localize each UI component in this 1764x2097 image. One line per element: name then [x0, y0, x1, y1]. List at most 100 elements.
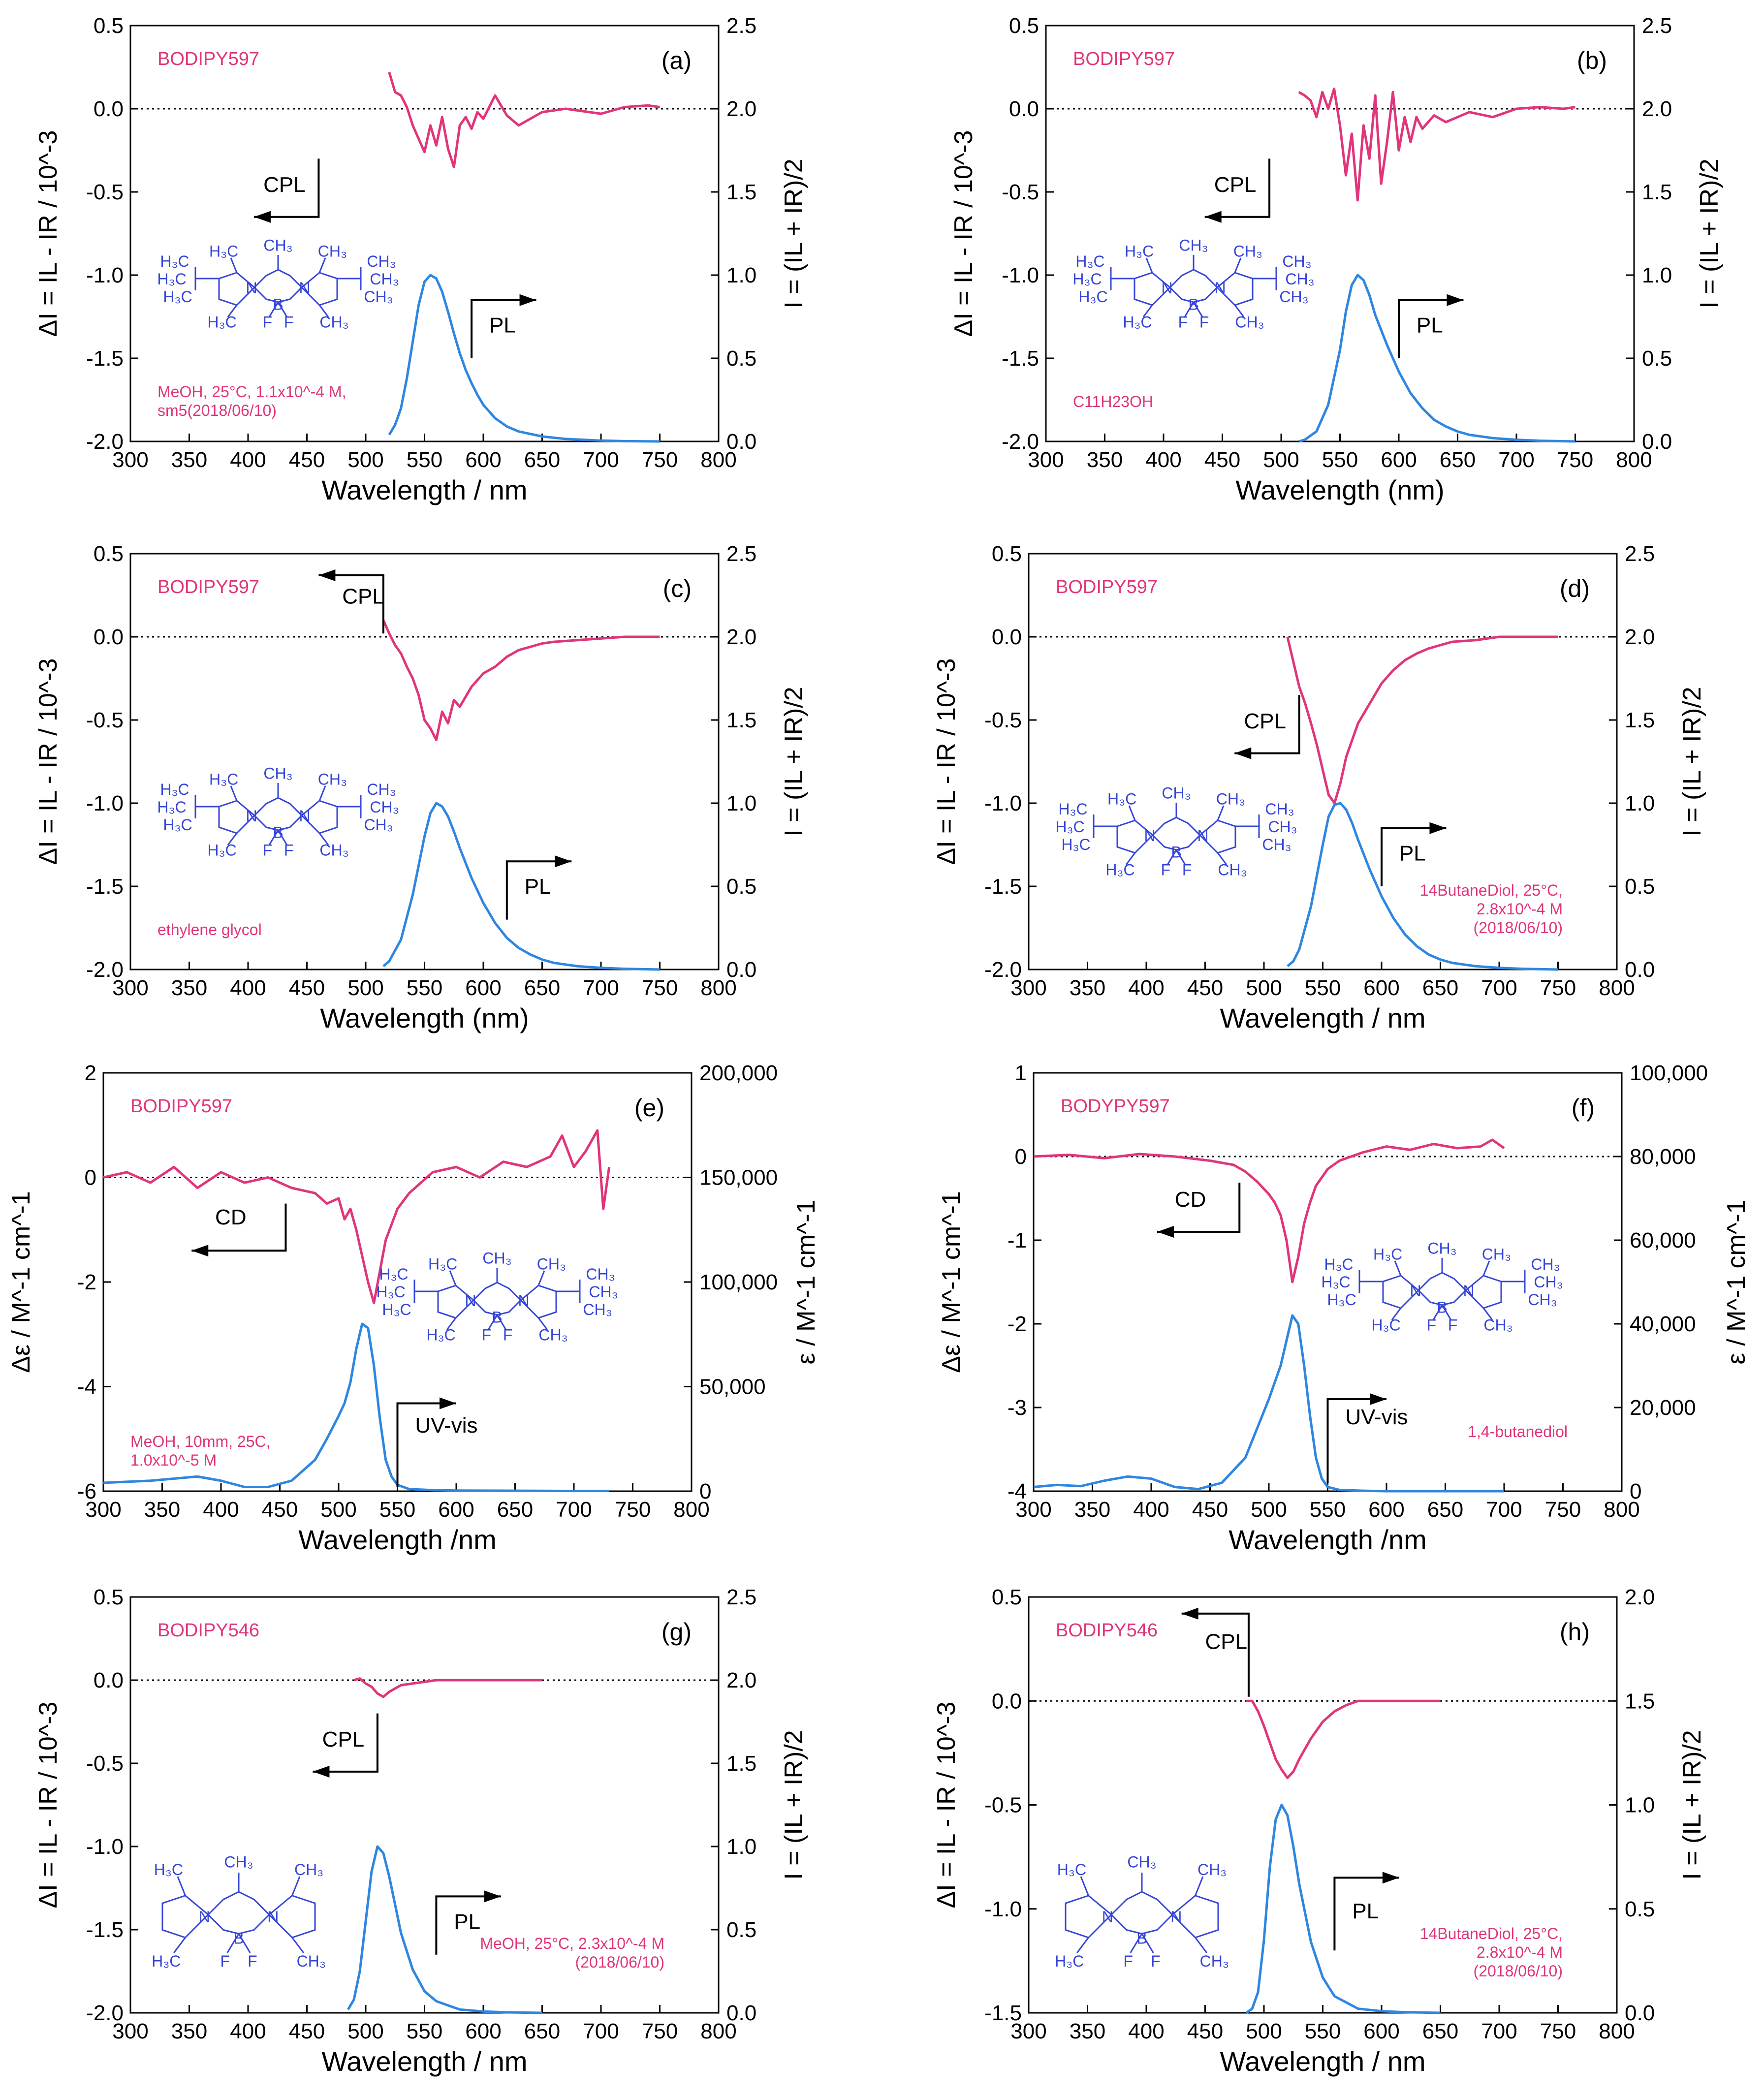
x-tick-label: 550 [407, 2019, 442, 2043]
y-left-tick-label: -0.5 [984, 708, 1022, 732]
molecule-bond [1076, 1937, 1089, 1953]
molecule-bond [318, 785, 326, 801]
molecule-core [207, 1891, 271, 1935]
molecule-tbutyl-methyl: CH₃ [367, 252, 396, 270]
x-tick-label: 550 [1310, 1498, 1346, 1522]
molecule-methyl: CH₃ [537, 1255, 566, 1273]
molecule-bf-bond [1141, 1933, 1154, 1953]
molecule-bond [227, 833, 238, 845]
y-right-tick-label: 0.5 [726, 875, 756, 899]
molecule-tbutyl-methyl: H₃C [1055, 818, 1084, 836]
arrow-label: CPL [322, 1727, 365, 1752]
pl-uv-series-line [103, 1322, 609, 1493]
molecule-methyl: H₃C [152, 1952, 181, 1970]
panel-label: (b) [1577, 47, 1607, 74]
y-left-tick-label: -6 [77, 1479, 96, 1503]
molecule-atom-b: B [273, 824, 283, 842]
y-right-tick-label: 2.0 [1625, 1585, 1655, 1609]
molecule-methyl: H₃C [1105, 861, 1134, 879]
molecule-atom-f: F [220, 1952, 230, 1970]
molecule-methyl: CH₃ [1427, 1240, 1456, 1257]
molecule-tbutyl-methyl: H₃C [1327, 1291, 1356, 1309]
molecule-methyl: H₃C [428, 1255, 457, 1273]
pl-arrow-stem [1333, 1877, 1399, 1951]
y-left-tick-label: -1.0 [86, 791, 124, 815]
molecule-tbutyl-methyl: H₃C [376, 1283, 405, 1301]
molecule-methyl: CH₃ [263, 237, 292, 254]
molecule-methyl: CH₃ [1179, 237, 1208, 254]
y-left-tick-label: -0.5 [86, 708, 124, 732]
x-tick-label: 400 [230, 976, 266, 1000]
y-left-tick-label: 0.0 [94, 625, 124, 649]
molecule-tbutyl-methyl: CH₃ [1268, 818, 1297, 836]
molecule-bond [291, 1937, 304, 1953]
molecule-atom-n: N [299, 279, 310, 297]
x-tick-label: 750 [642, 448, 678, 472]
compound-label: BODIPY597 [158, 49, 259, 69]
condition-note: 14ButaneDiol, 25°C, [1420, 881, 1563, 899]
molecule-atom-n: N [299, 807, 310, 825]
x-axis-label: Wavelength / nm [1220, 2046, 1425, 2077]
y-left-tick-label: -1.5 [86, 875, 124, 899]
y-left-axis-label: ΔI = IL - IR / 10^-3 [34, 658, 63, 865]
y-right-tick-label: 200,000 [699, 1061, 778, 1085]
molecule-tbutyl-methyl: H₃C [160, 781, 189, 798]
x-axis-label: Wavelength /nm [1228, 1524, 1427, 1555]
y-right-tick-label: 1.0 [726, 1835, 756, 1859]
molecule-bf-bond [1184, 302, 1195, 317]
uvvis-arrow-stem [396, 1402, 456, 1487]
pl-arrow-head [519, 294, 536, 306]
molecule-bond [1125, 852, 1136, 865]
y-left-tick-label: 0.5 [1009, 14, 1039, 38]
molecule-atom-b: B [1136, 1929, 1147, 1947]
y-left-tick-label: 0.5 [94, 542, 124, 566]
molecule-bond [1080, 1876, 1089, 1896]
x-tick-label: 300 [112, 448, 148, 472]
y-right-tick-label: 20,000 [1630, 1396, 1696, 1420]
molecule-bond [1128, 805, 1136, 821]
y-left-tick-label: -2 [1008, 1312, 1027, 1336]
plot-frame [129, 25, 720, 442]
y-right-axis-label: I = (IL + IR)/2 [780, 687, 808, 836]
y-right-tick-label: 60,000 [1630, 1228, 1696, 1252]
molecule-right-ring [301, 800, 338, 834]
pl-uv-series-line [1287, 802, 1558, 971]
x-tick-label: 600 [1381, 448, 1417, 472]
y-left-tick-label: 0.0 [992, 625, 1022, 649]
x-tick-label: 400 [1145, 448, 1181, 472]
molecule-bf-bond [277, 302, 288, 317]
x-tick-label: 550 [407, 976, 442, 1000]
molecule-bond [318, 305, 329, 317]
x-tick-label: 500 [1246, 976, 1282, 1000]
cpl-cd-series-line [382, 620, 660, 742]
molecule-tbutyl-methyl: CH₃ [1262, 836, 1291, 853]
y-right-tick-label: 1.5 [1642, 180, 1672, 204]
molecule-methyl: CH₃ [538, 1326, 567, 1344]
cpl-arrow-head [1181, 1607, 1198, 1620]
cpl-cd-series-line [1033, 1138, 1505, 1283]
condition-note: (2018/06/10) [1474, 919, 1563, 937]
y-left-tick-label: 0.0 [94, 97, 124, 121]
condition-note: (2018/06/10) [575, 1953, 664, 1971]
cpl-arrow-stem [1181, 1612, 1250, 1697]
molecule-bf-bond [1193, 302, 1203, 317]
molecule-bf-bond [238, 1933, 251, 1953]
molecule-atom-b: B [1188, 296, 1198, 313]
cpl-cd-series-line [388, 71, 660, 168]
compound-label: BODIPY546 [1056, 1620, 1158, 1641]
molecule-atom-f: F [1123, 1952, 1133, 1970]
pl-uv-series-line [346, 1845, 542, 2014]
condition-note: 14ButaneDiol, 25°C, [1420, 1925, 1563, 1942]
molecule-bond [227, 305, 238, 317]
panel-label: (g) [662, 1618, 692, 1646]
molecule-atom-b: B [233, 1929, 244, 1947]
molecule-tbutyl-methyl: CH₃ [364, 816, 393, 834]
x-tick-label: 550 [1322, 448, 1358, 472]
compound-label: BODYPY597 [1061, 1096, 1170, 1117]
molecule-bond [1482, 1260, 1490, 1276]
molecule-atom-f: F [1427, 1316, 1437, 1334]
molecule-left-ring [1134, 272, 1171, 306]
molecule-methyl: CH₃ [318, 243, 347, 260]
molecule-left-ring [218, 272, 255, 306]
